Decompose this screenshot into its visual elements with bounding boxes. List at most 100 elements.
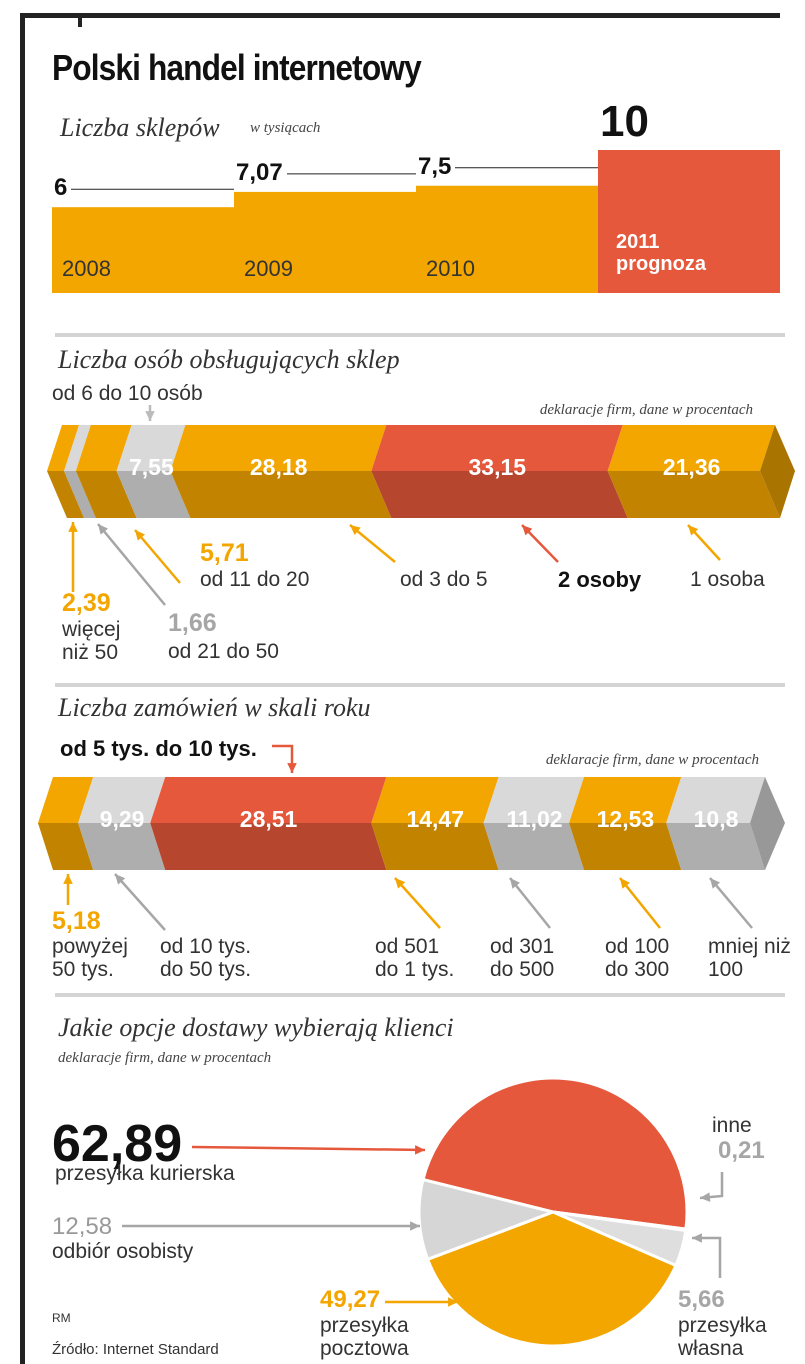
arrow-head xyxy=(63,874,73,884)
value-label: 2,39 xyxy=(62,589,111,617)
bar-segment xyxy=(371,777,499,823)
bar-segment xyxy=(371,471,628,518)
bar-segment xyxy=(569,823,682,870)
separator xyxy=(55,993,785,997)
arrow xyxy=(709,877,753,929)
value-label: 12,53 xyxy=(596,806,655,832)
source: Źródło: Internet Standard xyxy=(52,1341,219,1358)
arrow xyxy=(191,1145,426,1152)
value-label: 5,18 xyxy=(52,907,101,935)
value-label: 14,47 xyxy=(406,806,465,832)
category-label: odbiór osobisty xyxy=(52,1240,194,1263)
category-label: od 100 do 300 xyxy=(605,935,670,982)
chart-title: Liczba osób obsługujących sklep xyxy=(58,345,400,374)
category-label: od 501 do 1 tys. xyxy=(375,935,455,982)
separator xyxy=(55,683,785,687)
value-label: 49,27 xyxy=(320,1286,381,1313)
bar-segment xyxy=(75,471,137,518)
frame-left xyxy=(20,13,25,1364)
category-label: 2010 xyxy=(426,256,475,281)
category-label: od 6 do 10 osób xyxy=(52,382,203,405)
arrow xyxy=(509,877,551,929)
value-label: 11,02 xyxy=(506,806,563,832)
bar-segment xyxy=(150,777,387,823)
arrow xyxy=(699,1172,724,1200)
category-label: więcej niż 50 xyxy=(62,618,121,665)
category-label: 1 osoba xyxy=(690,568,765,591)
arrow-head xyxy=(410,1221,420,1231)
bar-segment xyxy=(666,777,765,823)
bar xyxy=(598,150,780,293)
value-label: 10,8 xyxy=(693,806,739,832)
value-label: 10 xyxy=(600,97,649,146)
category-label: od 21 do 50 xyxy=(168,640,279,663)
value-label: 0,21 xyxy=(718,1137,765,1164)
bar xyxy=(416,185,598,293)
arrow-head xyxy=(448,1297,458,1307)
page-title: Polski handel internetowy xyxy=(52,47,422,88)
chart-title: Liczba zamówień w skali roku xyxy=(58,693,371,722)
arrow-head xyxy=(522,525,533,536)
value-label: 7,5 xyxy=(418,152,452,180)
value-label: 28,51 xyxy=(239,806,298,832)
author: RM xyxy=(52,1311,71,1325)
chart-note: deklaracje firm, dane w procentach xyxy=(539,402,753,418)
bar-segment xyxy=(38,777,94,823)
arrow-head xyxy=(98,524,108,535)
arrow-head xyxy=(692,1233,702,1243)
category-label: przesyłka własna xyxy=(678,1314,767,1361)
chart-note: deklaracje firm, dane w procentach xyxy=(545,752,759,768)
bar-segment xyxy=(150,823,387,870)
arrow-head xyxy=(620,878,630,889)
arrow-head xyxy=(145,411,155,421)
bar xyxy=(52,207,234,293)
category-label: mniej niż 100 xyxy=(708,935,791,982)
arrow xyxy=(394,877,441,929)
category-label: 2 osoby xyxy=(558,567,642,592)
bar xyxy=(234,191,416,293)
value-label: 5,66 xyxy=(678,1286,725,1313)
category-label: inne xyxy=(712,1114,752,1137)
arrow xyxy=(97,523,166,606)
bar-segment xyxy=(170,425,387,471)
value-label: 21,36 xyxy=(662,454,721,480)
bar-segment xyxy=(64,425,91,471)
pie-slice xyxy=(421,1076,689,1231)
bar-segment xyxy=(116,471,191,518)
bar-segment xyxy=(607,425,775,471)
arrow-head xyxy=(710,878,721,889)
category-label: od 10 tys. do 50 tys. xyxy=(160,935,252,982)
bar-segment xyxy=(483,777,585,823)
arrow xyxy=(114,873,166,931)
bar-segment xyxy=(78,777,166,823)
bar-segment xyxy=(38,823,94,870)
value-label: 9,29 xyxy=(99,806,145,832)
bar-end-cap xyxy=(760,425,795,518)
arrow-head xyxy=(688,525,699,536)
value-label: 6 xyxy=(54,174,68,202)
value-label: 7,55 xyxy=(129,454,174,480)
value-label: 33,15 xyxy=(468,454,527,480)
category-label: od 5 tys. do 10 tys. xyxy=(60,736,257,761)
arrow xyxy=(134,529,181,584)
value-label: 62,89 xyxy=(52,1115,183,1173)
category-label: powyżej 50 tys. xyxy=(52,935,128,982)
bar-segment xyxy=(170,471,392,518)
bar-segment xyxy=(116,425,186,471)
arrow xyxy=(619,877,661,929)
arrow-head xyxy=(415,1145,425,1155)
arrow-head xyxy=(350,525,361,535)
value-label: 28,18 xyxy=(249,454,308,480)
bar-segment xyxy=(371,425,623,471)
arrow-head xyxy=(135,530,146,541)
category-label: przesyłka kurierska xyxy=(55,1162,235,1185)
bar-segment xyxy=(75,425,132,471)
bar-end-cap xyxy=(750,777,785,870)
arrow xyxy=(692,1236,722,1278)
chart-subtitle: w tysiącach xyxy=(250,120,321,136)
value-label: 12,58 xyxy=(52,1213,113,1240)
category-label: 2011 prognoza xyxy=(616,231,706,275)
bar-segment xyxy=(607,471,780,518)
pie-slice xyxy=(417,1177,559,1262)
frame-tick xyxy=(78,13,82,27)
